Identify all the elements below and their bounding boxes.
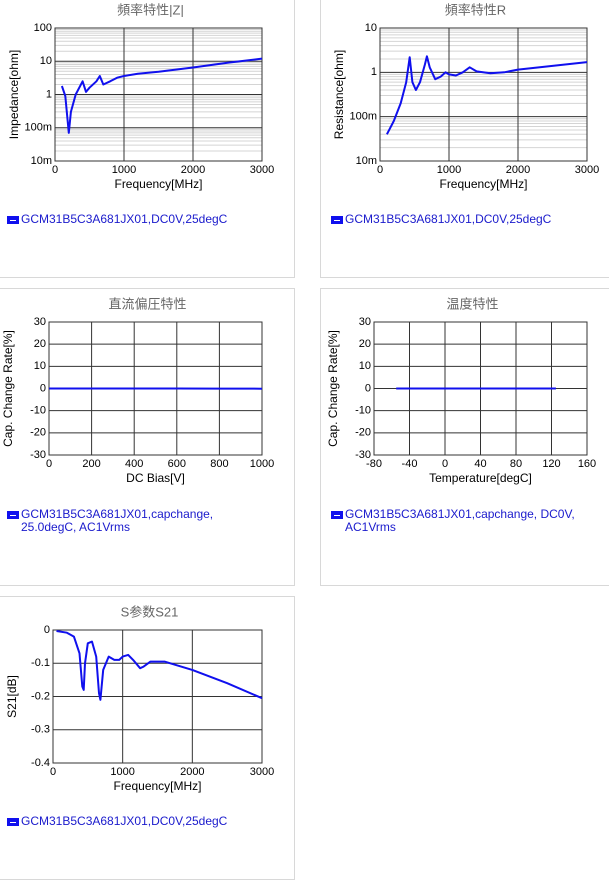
- y-tick-label: -0.1: [31, 657, 50, 669]
- x-tick-label: 0: [442, 458, 448, 470]
- x-tick-label: 400: [125, 458, 143, 470]
- x-tick-label: -40: [402, 458, 418, 470]
- legend-icon: [7, 818, 19, 826]
- y-tick-label: 30: [34, 316, 46, 328]
- x-tick-label: 3000: [250, 766, 274, 778]
- y-tick-label: -0.2: [31, 690, 50, 702]
- legend-entry: GCM31B5C3A681JX01,DC0V,25degC: [7, 213, 291, 226]
- legend-entry: GCM31B5C3A681JX01,DC0V,25degC: [331, 213, 609, 226]
- chart-title: 頻率特性|Z|: [117, 2, 184, 17]
- y-tick-label: -0.3: [31, 724, 50, 736]
- y-tick-label: 100m: [349, 111, 377, 123]
- x-tick-label: 0: [377, 164, 383, 176]
- x-tick-label: -80: [366, 458, 382, 470]
- y-tick-label: 100: [34, 22, 52, 34]
- x-tick-label: 600: [168, 458, 186, 470]
- x-tick-label: 1000: [250, 458, 274, 470]
- legend-icon: [331, 216, 343, 224]
- y-axis-label: S21[dB]: [5, 675, 19, 718]
- x-tick-label: 160: [578, 458, 596, 470]
- legend-entry: GCM31B5C3A681JX01,DC0V,25degC: [7, 815, 291, 828]
- legend-entry: GCM31B5C3A681JX01,capchange, DC0V, AC1Vr…: [331, 508, 607, 534]
- x-tick-label: 2000: [180, 766, 204, 778]
- x-tick-label: 80: [510, 458, 522, 470]
- legend-icon: [7, 216, 19, 224]
- x-axis-label: Frequency[MHz]: [114, 177, 202, 191]
- x-axis-label: Frequency[MHz]: [439, 177, 527, 191]
- chart-title: 温度特性: [446, 296, 498, 311]
- legend-icon: [7, 511, 19, 519]
- y-axis-label: Cap. Change Rate[%]: [1, 330, 15, 447]
- y-tick-label: 10m: [31, 155, 52, 167]
- legend-label: GCM31B5C3A681JX01,DC0V,25degC: [21, 814, 227, 828]
- y-tick-label: 20: [359, 338, 371, 350]
- legend-label: GCM31B5C3A681JX01,DC0V,25degC: [345, 212, 551, 226]
- y-tick-label: -10: [30, 405, 46, 417]
- y-tick-label: 1: [46, 88, 52, 100]
- x-tick-label: 2000: [506, 164, 530, 176]
- y-tick-label: 20: [34, 338, 46, 350]
- y-tick-label: -20: [355, 427, 371, 439]
- x-tick-label: 1000: [112, 164, 136, 176]
- y-tick-label: 0: [365, 382, 371, 394]
- y-tick-label: -10: [355, 405, 371, 417]
- legend-label: GCM31B5C3A681JX01,DC0V,25degC: [21, 212, 227, 226]
- y-axis-label: Cap. Change Rate[%]: [326, 330, 340, 447]
- x-tick-label: 200: [82, 458, 100, 470]
- legend-label: GCM31B5C3A681JX01,capchange, 25.0degC, A…: [21, 507, 213, 534]
- legend-icon: [331, 511, 343, 519]
- x-tick-label: 2000: [181, 164, 205, 176]
- y-tick-label: 100m: [24, 122, 52, 134]
- y-tick-label: 10m: [356, 155, 377, 167]
- x-tick-label: 3000: [250, 164, 274, 176]
- legend-entry: GCM31B5C3A681JX01,capchange, 25.0degC, A…: [7, 508, 246, 534]
- y-tick-label: 10: [365, 22, 377, 34]
- y-tick-label: 10: [359, 360, 371, 372]
- x-tick-label: 40: [474, 458, 486, 470]
- x-axis-label: Frequency[MHz]: [113, 779, 201, 793]
- y-tick-label: 1: [371, 66, 377, 78]
- y-tick-label: -20: [30, 427, 46, 439]
- y-tick-label: -0.4: [31, 757, 50, 769]
- y-tick-label: 30: [359, 316, 371, 328]
- y-tick-label: 0: [40, 382, 46, 394]
- y-axis-label: Resistance[ohm]: [332, 50, 346, 139]
- x-tick-label: 1000: [437, 164, 461, 176]
- y-tick-label: 10: [34, 360, 46, 372]
- legend-label: GCM31B5C3A681JX01,capchange, DC0V, AC1Vr…: [345, 507, 575, 534]
- x-axis-label: Temperature[degC]: [429, 471, 532, 485]
- chart-title: 頻率特性R: [445, 2, 506, 17]
- chart-title: S参数S21: [121, 604, 179, 619]
- chart-title: 直流偏圧特性: [108, 296, 186, 311]
- x-tick-label: 120: [542, 458, 560, 470]
- x-axis-label: DC Bias[V]: [126, 471, 185, 485]
- x-tick-label: 3000: [575, 164, 599, 176]
- x-tick-label: 1000: [110, 766, 134, 778]
- y-axis-label: Impedance[ohm]: [7, 50, 21, 139]
- x-tick-label: 0: [46, 458, 52, 470]
- plot-area: [380, 28, 587, 161]
- x-tick-label: 0: [50, 766, 56, 778]
- x-tick-label: 800: [210, 458, 228, 470]
- x-tick-label: 0: [52, 164, 58, 176]
- y-tick-label: 0: [44, 624, 50, 636]
- y-tick-label: 10: [40, 55, 52, 67]
- y-tick-label: -30: [30, 449, 46, 461]
